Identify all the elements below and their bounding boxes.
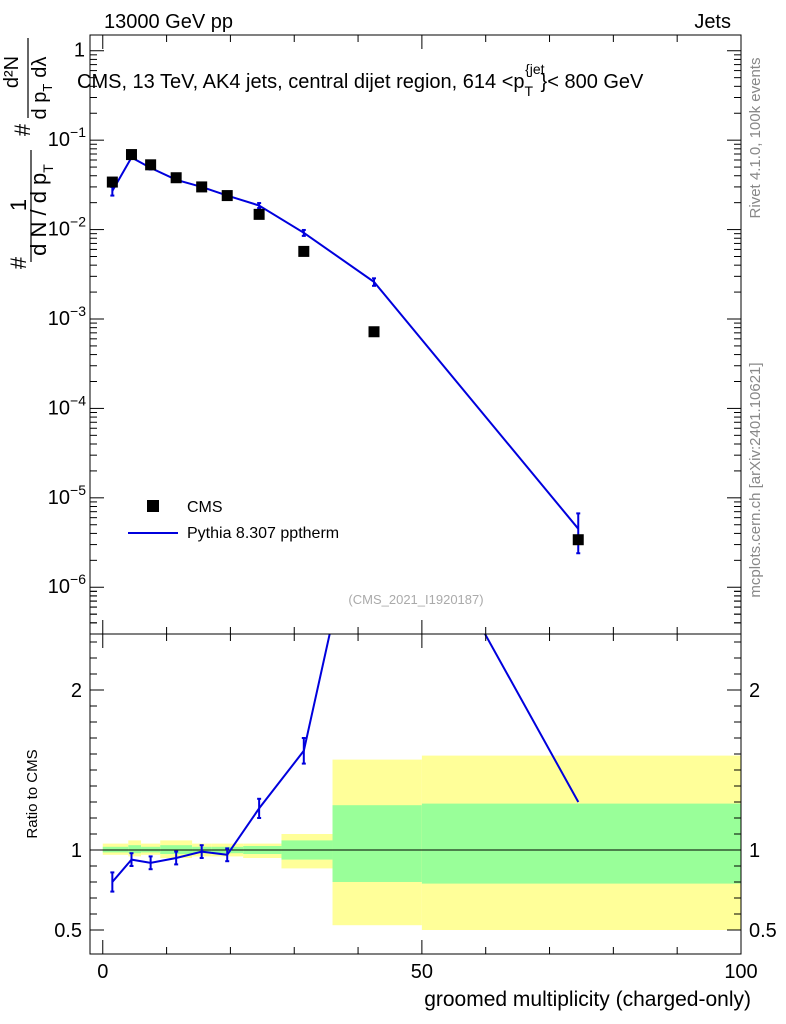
main-axes: 110−110−210−310−410−510−6 [48,35,742,635]
rivet-version-label: Rivet 4.1.0, 100k events [747,58,764,219]
main-ytick-label: 1 [74,40,85,62]
main-ylabel-dn-text: d N / d p [26,173,51,256]
cms-data-point [298,245,310,257]
main-ylabel-one: 1 [6,199,31,211]
main-ytick-mantissa: 10 [48,308,70,330]
ratio-plot-content [90,634,741,930]
main-ytick-exponent: −6 [70,571,86,587]
main-ylabel-dl: dλ [29,57,51,78]
main-ytick-mantissa: 10 [48,219,70,241]
cms-data-point [170,172,182,184]
ratio-ytick-label-right: 1 [749,840,760,862]
cms-data-point [125,149,137,161]
main-ytick-mantissa: 10 [48,576,70,598]
main-ytick-label: 10−5 [48,482,86,509]
chart-title-sub: T [525,83,534,99]
main-ylabel-hash: # [6,256,31,269]
ratio-series-line [111,634,580,883]
main-ylabel-d2n: d²N [1,56,23,88]
main-ylabel-dn-sub: T [40,164,56,173]
chart-title: CMS, 13 TeV, AK4 jets, central dijet reg… [77,61,644,99]
main-ylabel-hash2: # [10,123,35,136]
main-frame [89,34,742,635]
analysis-id-watermark: (CMS_2021_I1920187) [348,592,483,607]
mcplots-label: mcplots.cern.ch [arXiv:2401.10621] [747,362,764,597]
cms-data-point [572,534,584,546]
ratio-xtick-label: 0 [97,961,108,983]
main-ytick-label: 10−3 [48,303,86,330]
main-ytick-mantissa: 10 [48,397,70,419]
main-ytick-label: 10−6 [48,571,86,598]
ratio-axes: 0.5 0.5 1 1 2 2 0 50 100 [54,634,777,983]
mc-series-line [111,156,580,530]
main-ytick-exponent: −1 [70,124,86,140]
main-ylabel-dpdl-sub: T [40,84,55,92]
x-axis-label: groomed multiplicity (charged-only) [424,988,751,1011]
main-ylabel-dpdl: d pTdλ [29,57,55,120]
ratio-ytick-label-right: 0.5 [749,920,777,942]
cms-data-point [145,159,157,171]
ratio-ytick-label-left: 1 [71,840,82,862]
main-ytick-exponent: −5 [70,482,86,498]
header-analysis-label: Jets [694,11,731,33]
main-ytick-exponent: −4 [70,392,86,408]
ratio-series-group [90,634,741,930]
ratio-ytick-label-left: 0.5 [54,920,82,942]
legend-cms-marker [147,500,159,512]
legend-pythia-label: Pythia 8.307 pptherm [187,525,339,542]
cms-data-point [253,208,265,220]
cms-data-point [196,181,208,193]
main-ytick-exponent: −2 [70,214,86,230]
main-ylabel-dn: d N / d pT [26,164,56,256]
header-collision-label: 13000 GeV pp [104,11,233,33]
main-panel: 110−110−210−310−410−510−6 [48,34,742,635]
main-ylabel-dpdl-text: d p [29,92,51,120]
main-ytick-exponent: −3 [70,303,86,319]
main-ytick-label: 10−1 [48,124,86,151]
main-ylabel: # 1 d N / d pT # d²N d pTdλ [1,38,56,269]
ratio-ytick-label-right: 2 [749,680,760,702]
ratio-panel: 0.5 0.5 1 1 2 2 0 50 100 [54,633,777,983]
ratio-ytick-label-left: 2 [71,680,82,702]
legend-cms-label: CMS [187,499,223,516]
cms-data-point [221,190,233,202]
cms-data-point [106,176,118,188]
main-ytick-mantissa: 10 [48,487,70,509]
legend: CMS Pythia 8.307 pptherm [128,499,339,542]
chart-title-tail: }< 800 GeV [541,71,645,93]
main-ytick-label: 10−4 [48,392,86,419]
ratio-xtick-label: 50 [411,961,433,983]
main-plot-content [106,149,584,555]
main-ytick-mantissa: 10 [48,129,70,151]
ratio-xtick-label: 100 [724,961,757,983]
ratio-frame [89,633,742,955]
ratio-band-inner [128,845,142,854]
cms-data-point [368,326,380,338]
ratio-band-inner [332,805,422,882]
ratio-ylabel: Ratio to CMS [24,749,41,838]
main-ytick-label: 10−2 [48,214,86,241]
main-series-group [106,149,584,555]
chart-title-main: CMS, 13 TeV, AK4 jets, central dijet reg… [77,71,525,93]
chart-title-sup: {jet [525,61,545,77]
ratio-band-inner [421,803,741,884]
